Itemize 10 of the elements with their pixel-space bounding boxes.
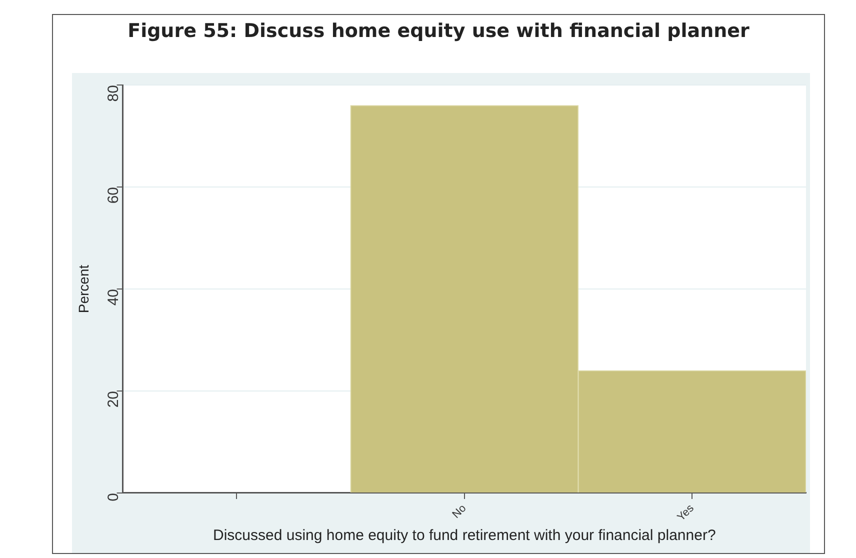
- y-tick-label: 80: [104, 85, 122, 102]
- y-tick-label: 0: [104, 492, 122, 502]
- x-tick-label: No: [450, 502, 469, 521]
- x-tick-label: Yes: [675, 502, 697, 524]
- y-tick-label: 20: [104, 390, 122, 408]
- y-tick-label: 60: [104, 186, 122, 204]
- x-axis-title: Discussed using home equity to fund retirement with your financial planner?: [213, 527, 716, 544]
- chart-title: Figure 55: Discuss home equity use with financial planner: [126, 20, 750, 42]
- y-tick-label: 40: [104, 288, 122, 306]
- y-axis-title: Percent: [75, 264, 92, 314]
